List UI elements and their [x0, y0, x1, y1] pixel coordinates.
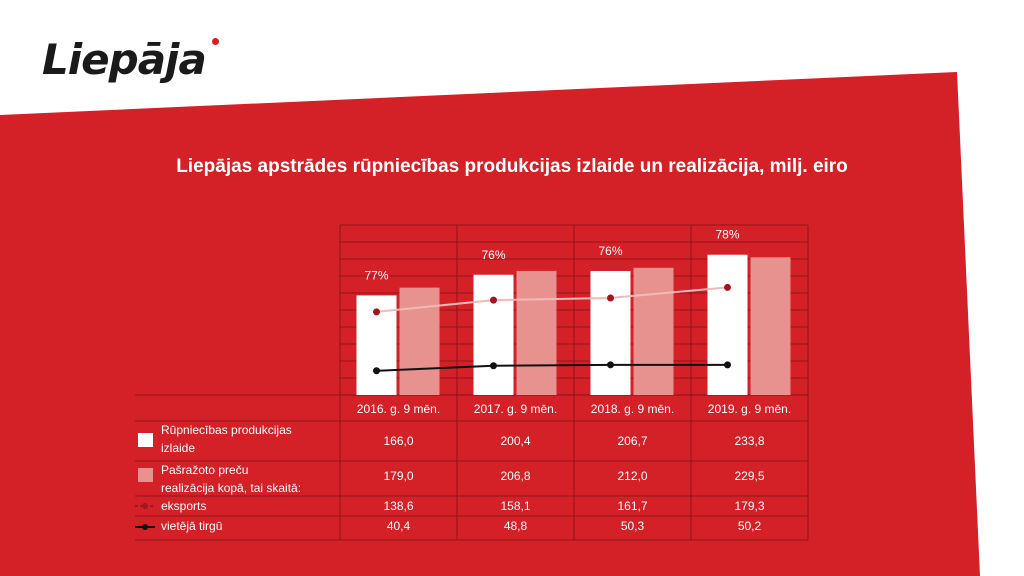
export-point [490, 296, 497, 304]
table-value: 40,4 [387, 519, 411, 533]
legend-marker-export [142, 503, 148, 509]
table-value: 233,8 [734, 434, 764, 448]
table-value: 161,7 [617, 499, 647, 513]
legend-swatch-output [138, 433, 153, 447]
bar-output [473, 274, 514, 395]
legend-label: realizācija kopā, tai skaitā: [161, 481, 301, 495]
legend-label: Pašražoto preču [161, 463, 248, 477]
table-value: 179,3 [734, 499, 764, 513]
legend-marker-domestic [142, 524, 148, 530]
table-value: 212,0 [617, 469, 647, 483]
domestic-point [373, 367, 380, 375]
table-value: 50,3 [621, 519, 645, 533]
domestic-point [490, 362, 497, 370]
category-label: 2018. g. 9 mēn. [591, 402, 674, 416]
percent-label: 78% [715, 228, 739, 242]
chart-title: Liepājas apstrādes rūpniecības produkcij… [176, 156, 848, 177]
legend-swatch-sales [138, 468, 153, 482]
percent-label: 76% [598, 244, 622, 258]
legend-label: izlaide [161, 441, 195, 455]
table-value: 50,2 [738, 519, 762, 533]
export-line [376, 286, 728, 313]
table-value: 229,5 [734, 469, 764, 483]
category-label: 2019. g. 9 mēn. [708, 402, 791, 416]
export-point [607, 294, 614, 302]
category-label: 2017. g. 9 mēn. [474, 402, 557, 416]
bar-output [590, 270, 631, 395]
legend-label: Rūpniecības produkcijas [161, 423, 292, 437]
bar-output [707, 254, 748, 395]
legend-label: eksports [161, 499, 206, 513]
domestic-point [607, 361, 614, 369]
table-value: 166,0 [383, 434, 413, 448]
table-value: 206,8 [500, 469, 530, 483]
bar-sales [633, 267, 674, 395]
percent-label: 77% [364, 268, 388, 282]
logo-text: Liepāja [42, 35, 207, 84]
table-value: 179,0 [383, 469, 413, 483]
bar-sales [750, 257, 791, 395]
table-value: 158,1 [500, 499, 530, 513]
percent-label: 76% [481, 248, 505, 262]
export-point [724, 283, 731, 291]
table-value: 206,7 [617, 434, 647, 448]
table-value: 200,4 [500, 434, 530, 448]
export-point [373, 308, 380, 316]
logo-dot-icon [212, 38, 219, 45]
table-value: 48,8 [504, 519, 528, 533]
bar-sales [399, 287, 440, 395]
domestic-point [724, 361, 731, 369]
legend-label: vietējā tirgū [161, 519, 222, 533]
table-value: 138,6 [383, 499, 413, 513]
category-label: 2016. g. 9 mēn. [357, 402, 440, 416]
bar-sales [516, 270, 557, 395]
domestic-line [376, 363, 728, 372]
